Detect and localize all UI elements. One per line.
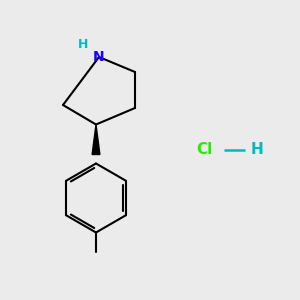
Text: Cl: Cl xyxy=(196,142,212,158)
Text: N: N xyxy=(93,50,105,64)
Polygon shape xyxy=(92,124,100,154)
Text: H: H xyxy=(250,142,263,158)
Text: H: H xyxy=(78,38,88,51)
